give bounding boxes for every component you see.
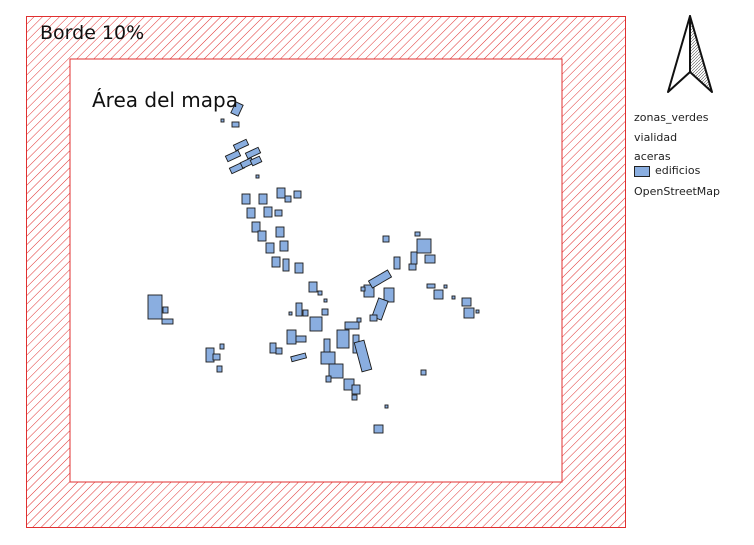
building bbox=[295, 302, 303, 317]
building bbox=[232, 138, 250, 152]
building bbox=[293, 190, 302, 199]
legend-label: edificios bbox=[655, 164, 701, 177]
building bbox=[244, 146, 262, 160]
building bbox=[309, 316, 323, 332]
legend-label: aceras bbox=[634, 150, 671, 163]
building bbox=[162, 306, 169, 314]
legend-item-vialidad: vialidad bbox=[634, 128, 720, 148]
building bbox=[369, 314, 378, 322]
building bbox=[294, 262, 304, 274]
building bbox=[212, 353, 221, 361]
building bbox=[255, 174, 260, 179]
building bbox=[275, 347, 283, 355]
building bbox=[328, 363, 344, 379]
building bbox=[433, 289, 444, 300]
building bbox=[269, 342, 277, 354]
building bbox=[336, 329, 350, 349]
building bbox=[246, 207, 256, 219]
building bbox=[443, 284, 448, 289]
building bbox=[282, 258, 290, 272]
building bbox=[320, 351, 336, 365]
border-label: Borde 10% bbox=[40, 22, 145, 44]
building bbox=[351, 394, 358, 401]
building bbox=[343, 378, 355, 391]
building bbox=[367, 269, 393, 289]
building bbox=[241, 193, 251, 205]
legend-label: vialidad bbox=[634, 131, 678, 144]
building bbox=[286, 329, 297, 345]
building bbox=[265, 242, 275, 254]
building bbox=[274, 209, 283, 217]
building bbox=[288, 311, 293, 316]
legend-label: zonas_verdes bbox=[634, 111, 709, 124]
buildings-layer bbox=[147, 101, 480, 434]
legend-item-zonas-verdes: zonas_verdes bbox=[634, 108, 720, 128]
building bbox=[271, 256, 281, 268]
map-area bbox=[69, 58, 563, 483]
map-area-label: Área del mapa bbox=[92, 88, 238, 112]
building bbox=[382, 235, 390, 243]
building bbox=[216, 365, 223, 373]
building bbox=[461, 297, 472, 307]
building bbox=[475, 309, 480, 314]
building bbox=[410, 251, 418, 265]
north-arrow-icon bbox=[667, 15, 713, 93]
building bbox=[426, 283, 436, 289]
legend: zonas_verdes vialidad aceras edificios O… bbox=[634, 108, 720, 202]
building bbox=[414, 231, 421, 237]
building bbox=[356, 317, 362, 323]
building bbox=[258, 193, 268, 205]
building bbox=[219, 343, 225, 350]
building bbox=[231, 121, 240, 128]
building bbox=[351, 384, 361, 395]
building bbox=[321, 308, 329, 316]
building bbox=[325, 375, 332, 383]
building bbox=[308, 281, 318, 293]
building bbox=[393, 256, 401, 270]
legend-item-aceras: aceras bbox=[634, 148, 720, 164]
map-frame bbox=[26, 16, 626, 528]
building bbox=[147, 294, 163, 320]
legend-item-openstreetmap: OpenStreetMap bbox=[634, 182, 720, 202]
building bbox=[263, 206, 273, 218]
building bbox=[373, 424, 384, 434]
building bbox=[279, 240, 289, 252]
building bbox=[360, 286, 366, 292]
building bbox=[383, 287, 395, 303]
building bbox=[302, 309, 309, 317]
building bbox=[451, 295, 456, 300]
building bbox=[416, 238, 432, 254]
building bbox=[295, 335, 307, 343]
building bbox=[420, 369, 427, 376]
building bbox=[220, 118, 225, 123]
building bbox=[249, 155, 263, 167]
building bbox=[424, 254, 436, 264]
building bbox=[230, 101, 244, 117]
building bbox=[257, 230, 267, 242]
building bbox=[290, 352, 308, 363]
building bbox=[323, 298, 328, 303]
building bbox=[251, 221, 261, 233]
building bbox=[275, 226, 285, 238]
legend-item-edificios: edificios bbox=[634, 164, 720, 178]
building bbox=[408, 263, 417, 271]
building bbox=[224, 149, 242, 163]
building bbox=[353, 339, 373, 373]
building bbox=[344, 321, 360, 330]
building bbox=[161, 318, 174, 325]
building-swatch-icon bbox=[634, 165, 650, 177]
building bbox=[384, 404, 389, 409]
building bbox=[317, 290, 323, 296]
building bbox=[284, 195, 292, 203]
building bbox=[463, 307, 475, 319]
building bbox=[276, 187, 286, 199]
legend-label: OpenStreetMap bbox=[634, 185, 721, 198]
